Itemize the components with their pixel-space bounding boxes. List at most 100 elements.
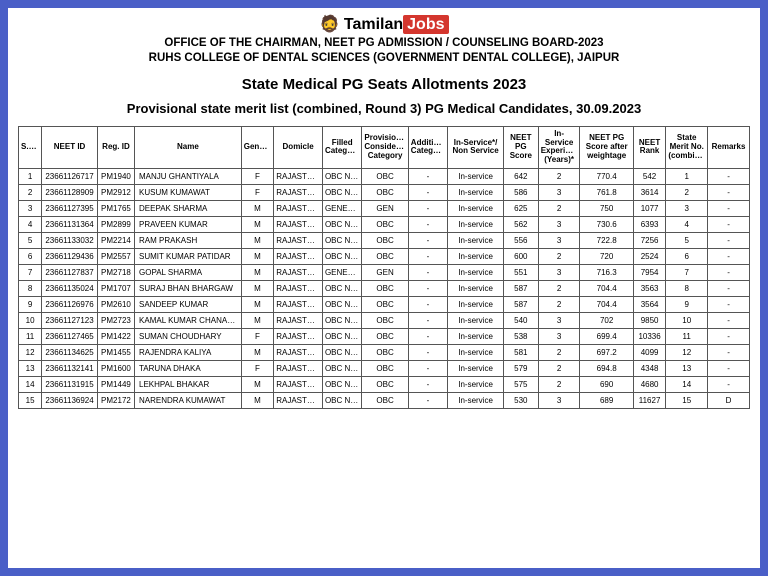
table-header-row: S.No.NEET IDReg. IDNameGenderDomicleFill…: [19, 126, 750, 168]
table-cell: 2524: [633, 249, 665, 265]
table-cell: 3: [538, 185, 580, 201]
table-cell: 3: [538, 233, 580, 249]
table-cell: 699.4: [580, 329, 633, 345]
table-cell: F: [241, 329, 273, 345]
table-cell: OBC: [362, 169, 408, 185]
table-cell: 4099: [633, 345, 665, 361]
column-header: NEET ID: [42, 126, 98, 168]
table-cell: -: [708, 185, 750, 201]
table-cell: -: [708, 361, 750, 377]
table-cell: 23661134625: [42, 345, 98, 361]
table-cell: M: [241, 281, 273, 297]
table-cell: 730.6: [580, 217, 633, 233]
table-cell: PM1940: [97, 169, 134, 185]
table-cell: D: [708, 393, 750, 409]
table-cell: -: [708, 377, 750, 393]
table-row: 1423661131915PM1449LEKHPAL BHAKARMRAJAST…: [19, 377, 750, 393]
table-cell: 530: [503, 393, 538, 409]
table-cell: OBC NCL: [322, 377, 361, 393]
table-cell: 3: [538, 217, 580, 233]
table-cell: 587: [503, 281, 538, 297]
table-cell: 702: [580, 313, 633, 329]
table-cell: -: [708, 265, 750, 281]
table-cell: 23661132141: [42, 361, 98, 377]
document-page: 🧔 TamilanJobs OFFICE OF THE CHAIRMAN, NE…: [8, 8, 760, 568]
table-cell: In-service: [448, 233, 504, 249]
table-cell: 3564: [633, 297, 665, 313]
table-cell: 15: [666, 393, 708, 409]
table-cell: -: [408, 345, 447, 361]
table-cell: 1: [19, 169, 42, 185]
table-body: 123661126717PM1940MANJU GHANTIYALAFRAJAS…: [19, 169, 750, 409]
table-row: 423661131364PM2899PRAVEEN KUMARMRAJASTHA…: [19, 217, 750, 233]
table-cell: -: [708, 329, 750, 345]
table-cell: 2: [538, 297, 580, 313]
table-cell: 6393: [633, 217, 665, 233]
table-cell: 4: [19, 217, 42, 233]
table-cell: RAJASTHAN: [274, 249, 323, 265]
table-cell: 704.4: [580, 281, 633, 297]
table-cell: 9: [19, 297, 42, 313]
table-cell: 3: [538, 393, 580, 409]
table-cell: RAJASTHAN: [274, 233, 323, 249]
table-row: 1223661134625PM1455RAJENDRA KALIYAMRAJAS…: [19, 345, 750, 361]
table-cell: 3: [666, 201, 708, 217]
table-cell: -: [408, 201, 447, 217]
table-cell: -: [408, 265, 447, 281]
table-cell: 9850: [633, 313, 665, 329]
table-cell: OBC: [362, 249, 408, 265]
table-cell: M: [241, 297, 273, 313]
table-cell: 1: [666, 169, 708, 185]
table-cell: RAJASTHAN: [274, 185, 323, 201]
table-cell: GEN: [362, 201, 408, 217]
table-cell: M: [241, 233, 273, 249]
table-cell: 3: [19, 201, 42, 217]
table-cell: 3: [538, 265, 580, 281]
table-cell: GOPAL SHARMA: [135, 265, 242, 281]
table-cell: F: [241, 361, 273, 377]
table-cell: -: [708, 201, 750, 217]
table-cell: -: [408, 393, 447, 409]
logo-text-left: Tamilan: [344, 16, 403, 33]
table-cell: PRAVEEN KUMAR: [135, 217, 242, 233]
table-cell: -: [408, 313, 447, 329]
table-cell: OBC NCL: [322, 169, 361, 185]
table-cell: 770.4: [580, 169, 633, 185]
table-cell: -: [708, 169, 750, 185]
table-cell: 14: [666, 377, 708, 393]
table-cell: -: [408, 329, 447, 345]
table-cell: In-service: [448, 185, 504, 201]
table-cell: OBC: [362, 345, 408, 361]
table-cell: GENERAL: [322, 201, 361, 217]
table-cell: PM1422: [97, 329, 134, 345]
table-cell: In-service: [448, 393, 504, 409]
table-cell: -: [408, 217, 447, 233]
table-cell: 8: [19, 281, 42, 297]
table-cell: -: [708, 217, 750, 233]
table-cell: RAJASTHAN: [274, 361, 323, 377]
table-cell: 23661131364: [42, 217, 98, 233]
table-cell: -: [708, 297, 750, 313]
column-header: NEET PG Score after weightage: [580, 126, 633, 168]
table-cell: -: [408, 233, 447, 249]
table-cell: 704.4: [580, 297, 633, 313]
table-cell: PM1449: [97, 377, 134, 393]
table-cell: 7: [666, 265, 708, 281]
table-cell: 3614: [633, 185, 665, 201]
table-cell: RAJASTHAN: [274, 393, 323, 409]
column-header: Name: [135, 126, 242, 168]
table-cell: PM2718: [97, 265, 134, 281]
table-cell: 2: [538, 201, 580, 217]
table-cell: -: [708, 233, 750, 249]
table-cell: In-service: [448, 265, 504, 281]
table-cell: 3: [538, 313, 580, 329]
table-cell: 556: [503, 233, 538, 249]
table-cell: SUMAN CHOUDHARY: [135, 329, 242, 345]
table-cell: -: [408, 249, 447, 265]
table-cell: 750: [580, 201, 633, 217]
column-header: Reg. ID: [97, 126, 134, 168]
header-line-1: OFFICE OF THE CHAIRMAN, NEET PG ADMISSIO…: [18, 36, 750, 51]
table-cell: -: [708, 281, 750, 297]
table-cell: OBC NCL: [322, 313, 361, 329]
table-cell: 23661131915: [42, 377, 98, 393]
